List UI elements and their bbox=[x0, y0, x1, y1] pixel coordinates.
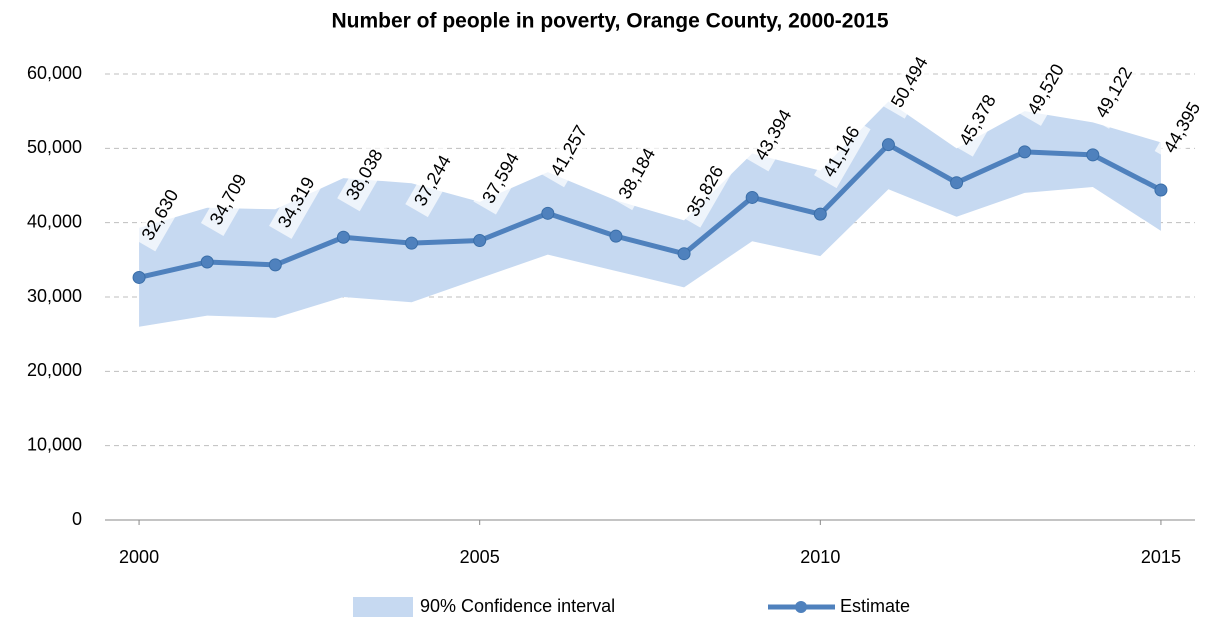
data-label-box bbox=[882, 46, 939, 119]
estimate-marker bbox=[336, 230, 350, 244]
y-tick-label: 20,000 bbox=[27, 360, 82, 380]
data-label-group: 41,257 bbox=[541, 115, 599, 188]
data-label-box bbox=[473, 142, 530, 215]
data-label-group: 49,520 bbox=[1018, 53, 1075, 126]
x-tick-label: 2015 bbox=[1141, 547, 1181, 567]
y-tick-label: 10,000 bbox=[27, 434, 82, 454]
estimate-marker bbox=[677, 247, 691, 261]
y-tick-label: 50,000 bbox=[27, 137, 82, 157]
estimate-marker bbox=[1086, 148, 1100, 162]
data-label-box bbox=[1154, 92, 1205, 164]
data-label-group: 38,184 bbox=[609, 138, 667, 211]
data-label-box bbox=[950, 84, 1007, 157]
estimate-marker bbox=[268, 258, 282, 272]
estimate-marker bbox=[1018, 145, 1032, 159]
y-tick-label: 60,000 bbox=[27, 63, 82, 83]
data-label-box bbox=[1086, 56, 1144, 129]
estimate-marker bbox=[200, 255, 214, 269]
x-tick-label: 2000 bbox=[119, 547, 159, 567]
legend-label: 90% Confidence interval bbox=[420, 596, 615, 616]
y-tick-label: 0 bbox=[72, 509, 82, 529]
x-tick-label: 2005 bbox=[460, 547, 500, 567]
data-label-box bbox=[269, 166, 326, 239]
data-label-box bbox=[609, 138, 667, 211]
data-label-group: 44,395 bbox=[1154, 92, 1205, 164]
legend-label: Estimate bbox=[840, 596, 910, 616]
y-tick-label: 40,000 bbox=[27, 211, 82, 231]
estimate-marker bbox=[881, 138, 895, 152]
data-label-group: 49,122 bbox=[1086, 56, 1144, 129]
estimate-marker bbox=[1154, 183, 1168, 197]
estimate-marker bbox=[950, 176, 964, 190]
data-label-group: 50,494 bbox=[882, 46, 939, 119]
chart-title: Number of people in poverty, Orange Coun… bbox=[331, 10, 888, 33]
estimate-marker bbox=[813, 207, 827, 221]
data-label-box bbox=[541, 115, 599, 188]
data-label-box bbox=[405, 145, 462, 218]
estimate-marker bbox=[132, 270, 146, 284]
confidence-band bbox=[139, 101, 1161, 327]
estimate-marker bbox=[473, 234, 487, 248]
x-tick-label: 2010 bbox=[800, 547, 840, 567]
legend-marker bbox=[795, 601, 807, 613]
data-label-box bbox=[677, 155, 735, 228]
data-label-box bbox=[814, 116, 871, 189]
estimate-marker bbox=[541, 206, 555, 220]
data-label-group: 43,394 bbox=[745, 99, 803, 172]
estimate-marker bbox=[609, 229, 623, 243]
estimate-marker bbox=[405, 236, 419, 250]
estimate-marker bbox=[745, 190, 759, 204]
data-label-box bbox=[745, 99, 803, 172]
estimate-line bbox=[138, 142, 1163, 280]
legend-swatch bbox=[353, 597, 413, 617]
data-label-box bbox=[200, 164, 258, 236]
data-label-box bbox=[337, 139, 394, 212]
data-label-box bbox=[1018, 53, 1075, 126]
y-tick-label: 30,000 bbox=[27, 286, 82, 306]
data-label-box bbox=[132, 179, 190, 252]
